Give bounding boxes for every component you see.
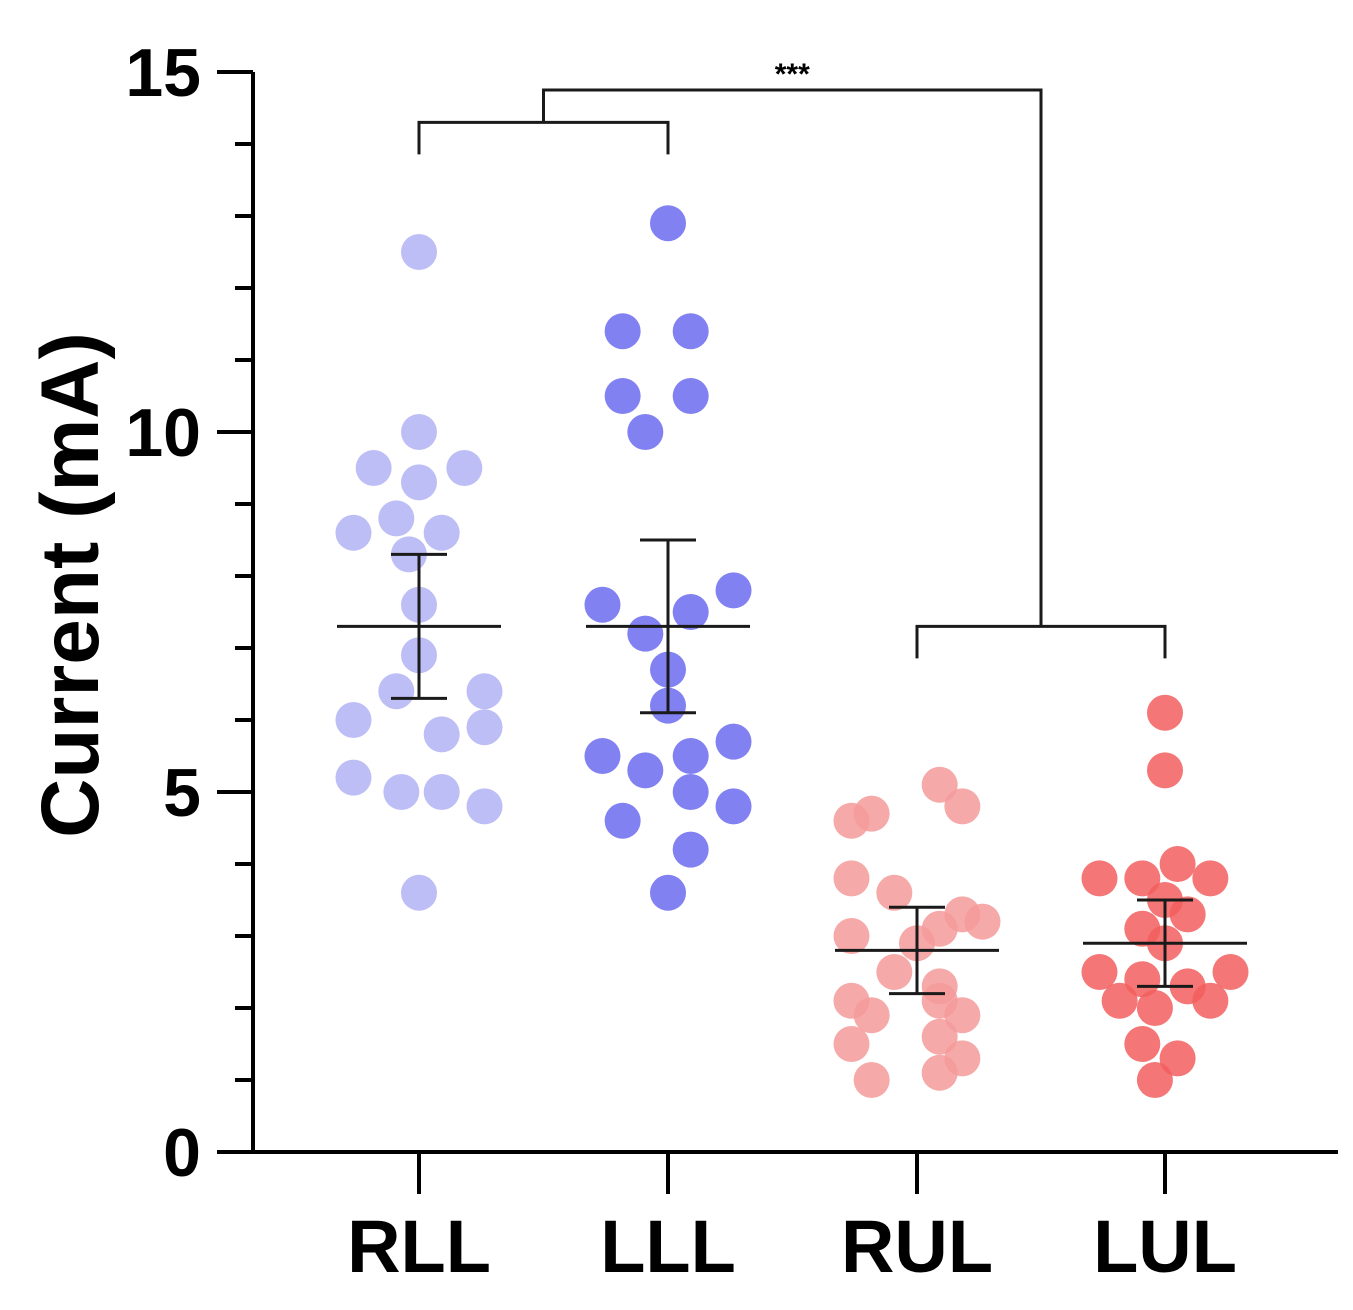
data-point — [466, 788, 503, 825]
data-point — [672, 313, 709, 350]
data-point — [944, 788, 981, 825]
series-lul — [1081, 694, 1249, 1098]
data-point — [876, 954, 913, 990]
data-point — [1124, 961, 1161, 998]
data-point — [378, 500, 415, 537]
data-point — [715, 723, 752, 760]
data-point — [1101, 982, 1138, 1019]
data-point — [401, 414, 437, 450]
y-tick-label: 10 — [125, 395, 201, 471]
data-point — [423, 716, 460, 753]
data-point — [1212, 954, 1249, 990]
data-point — [964, 903, 1001, 940]
data-point — [650, 205, 686, 242]
data-point — [672, 378, 709, 414]
data-point — [423, 514, 460, 551]
data-point — [650, 874, 686, 911]
data-point — [876, 874, 913, 911]
data-point — [833, 1026, 870, 1062]
stat-lul — [1083, 898, 1247, 988]
y-tick-label: 5 — [163, 755, 201, 831]
data-point — [853, 1062, 890, 1098]
data-point — [944, 997, 981, 1034]
significance-label: *** — [775, 58, 810, 91]
data-point — [1192, 860, 1229, 897]
data-points — [335, 205, 1249, 1098]
data-point — [627, 615, 664, 652]
stat-rul — [835, 905, 999, 996]
data-point — [401, 874, 437, 911]
data-point — [1124, 860, 1161, 897]
data-point — [604, 378, 641, 414]
data-point — [672, 831, 709, 868]
data-point — [446, 450, 483, 486]
data-point — [833, 802, 870, 839]
bracket-right-pair — [915, 624, 1167, 659]
data-point — [715, 572, 752, 609]
axes: 0 5 10 15 RLL LLL RUL LUL — [125, 35, 1338, 1288]
data-point — [627, 752, 664, 789]
data-point — [401, 464, 437, 501]
data-point — [335, 514, 372, 551]
x-tick-label-rul: RUL — [841, 1205, 993, 1288]
data-point — [833, 860, 870, 897]
data-point — [921, 1054, 958, 1091]
data-point — [1169, 896, 1206, 933]
data-point — [466, 709, 503, 746]
data-point — [1136, 990, 1173, 1026]
data-point — [604, 802, 641, 839]
significance-brackets: *** — [417, 58, 1167, 659]
bracket-left-pair — [417, 120, 670, 155]
data-point — [466, 673, 503, 710]
bracket-top — [542, 88, 1043, 627]
series-lll — [584, 205, 752, 911]
data-point — [1147, 694, 1183, 731]
data-point — [921, 1018, 958, 1055]
data-point — [584, 738, 621, 774]
y-tick-label: 15 — [125, 35, 201, 111]
data-point — [1081, 954, 1118, 990]
data-point — [672, 738, 709, 774]
data-point — [584, 586, 621, 623]
stat-lll — [586, 538, 750, 715]
data-point — [335, 759, 372, 796]
data-point — [378, 673, 415, 710]
y-tick-label: 0 — [163, 1115, 201, 1191]
data-point — [383, 774, 420, 810]
data-point — [355, 450, 392, 486]
mean-error-bars — [337, 538, 1247, 996]
series-rul — [833, 766, 1001, 1098]
x-tick-label-lul: LUL — [1093, 1205, 1237, 1288]
data-point — [1192, 982, 1229, 1019]
data-point — [1081, 860, 1118, 897]
data-point — [1136, 1062, 1173, 1098]
data-point — [627, 414, 664, 450]
data-point — [853, 997, 890, 1034]
data-point — [921, 766, 958, 803]
data-point — [1159, 846, 1196, 882]
data-point — [715, 788, 752, 825]
data-point — [672, 774, 709, 810]
x-tick-label-lll: LLL — [600, 1205, 736, 1288]
data-point — [1124, 1026, 1161, 1062]
y-axis-label: Current (mA) — [25, 332, 116, 838]
data-point — [1147, 752, 1183, 789]
stat-rll — [337, 552, 501, 700]
data-point — [423, 774, 460, 810]
x-tick-label-rll: RLL — [347, 1205, 491, 1288]
data-point — [672, 594, 709, 630]
data-point — [1159, 1040, 1196, 1077]
data-point — [604, 313, 641, 350]
data-point — [401, 234, 437, 270]
data-point — [335, 702, 372, 738]
data-point — [833, 918, 870, 954]
